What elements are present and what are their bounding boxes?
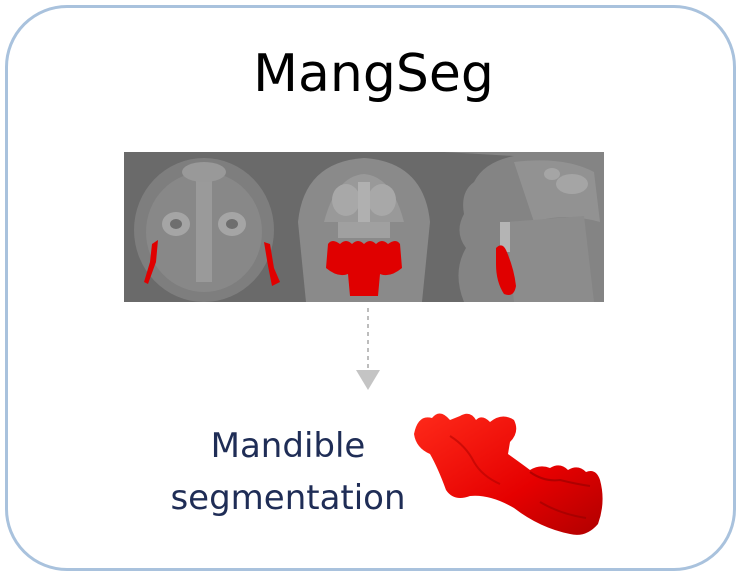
coronal-ct-slice [284, 152, 444, 302]
caption: Mandible segmentation [168, 420, 408, 524]
down-arrow-icon [356, 308, 380, 390]
ct-image-strip [124, 152, 604, 302]
segmentation-coronal [326, 241, 402, 296]
caption-line-2: segmentation [170, 478, 406, 518]
axial-ct-slice [124, 152, 284, 302]
segmentation-left [144, 240, 158, 284]
segmentation-sagittal [496, 245, 516, 295]
sagittal-ct-slice [444, 152, 604, 302]
card-frame: MangSeg [5, 5, 736, 571]
segmentation-right [264, 242, 280, 286]
mandible-3d-model-icon [414, 413, 603, 535]
caption-line-1: Mandible [210, 426, 366, 466]
diagram-title: MangSeg [253, 44, 494, 104]
